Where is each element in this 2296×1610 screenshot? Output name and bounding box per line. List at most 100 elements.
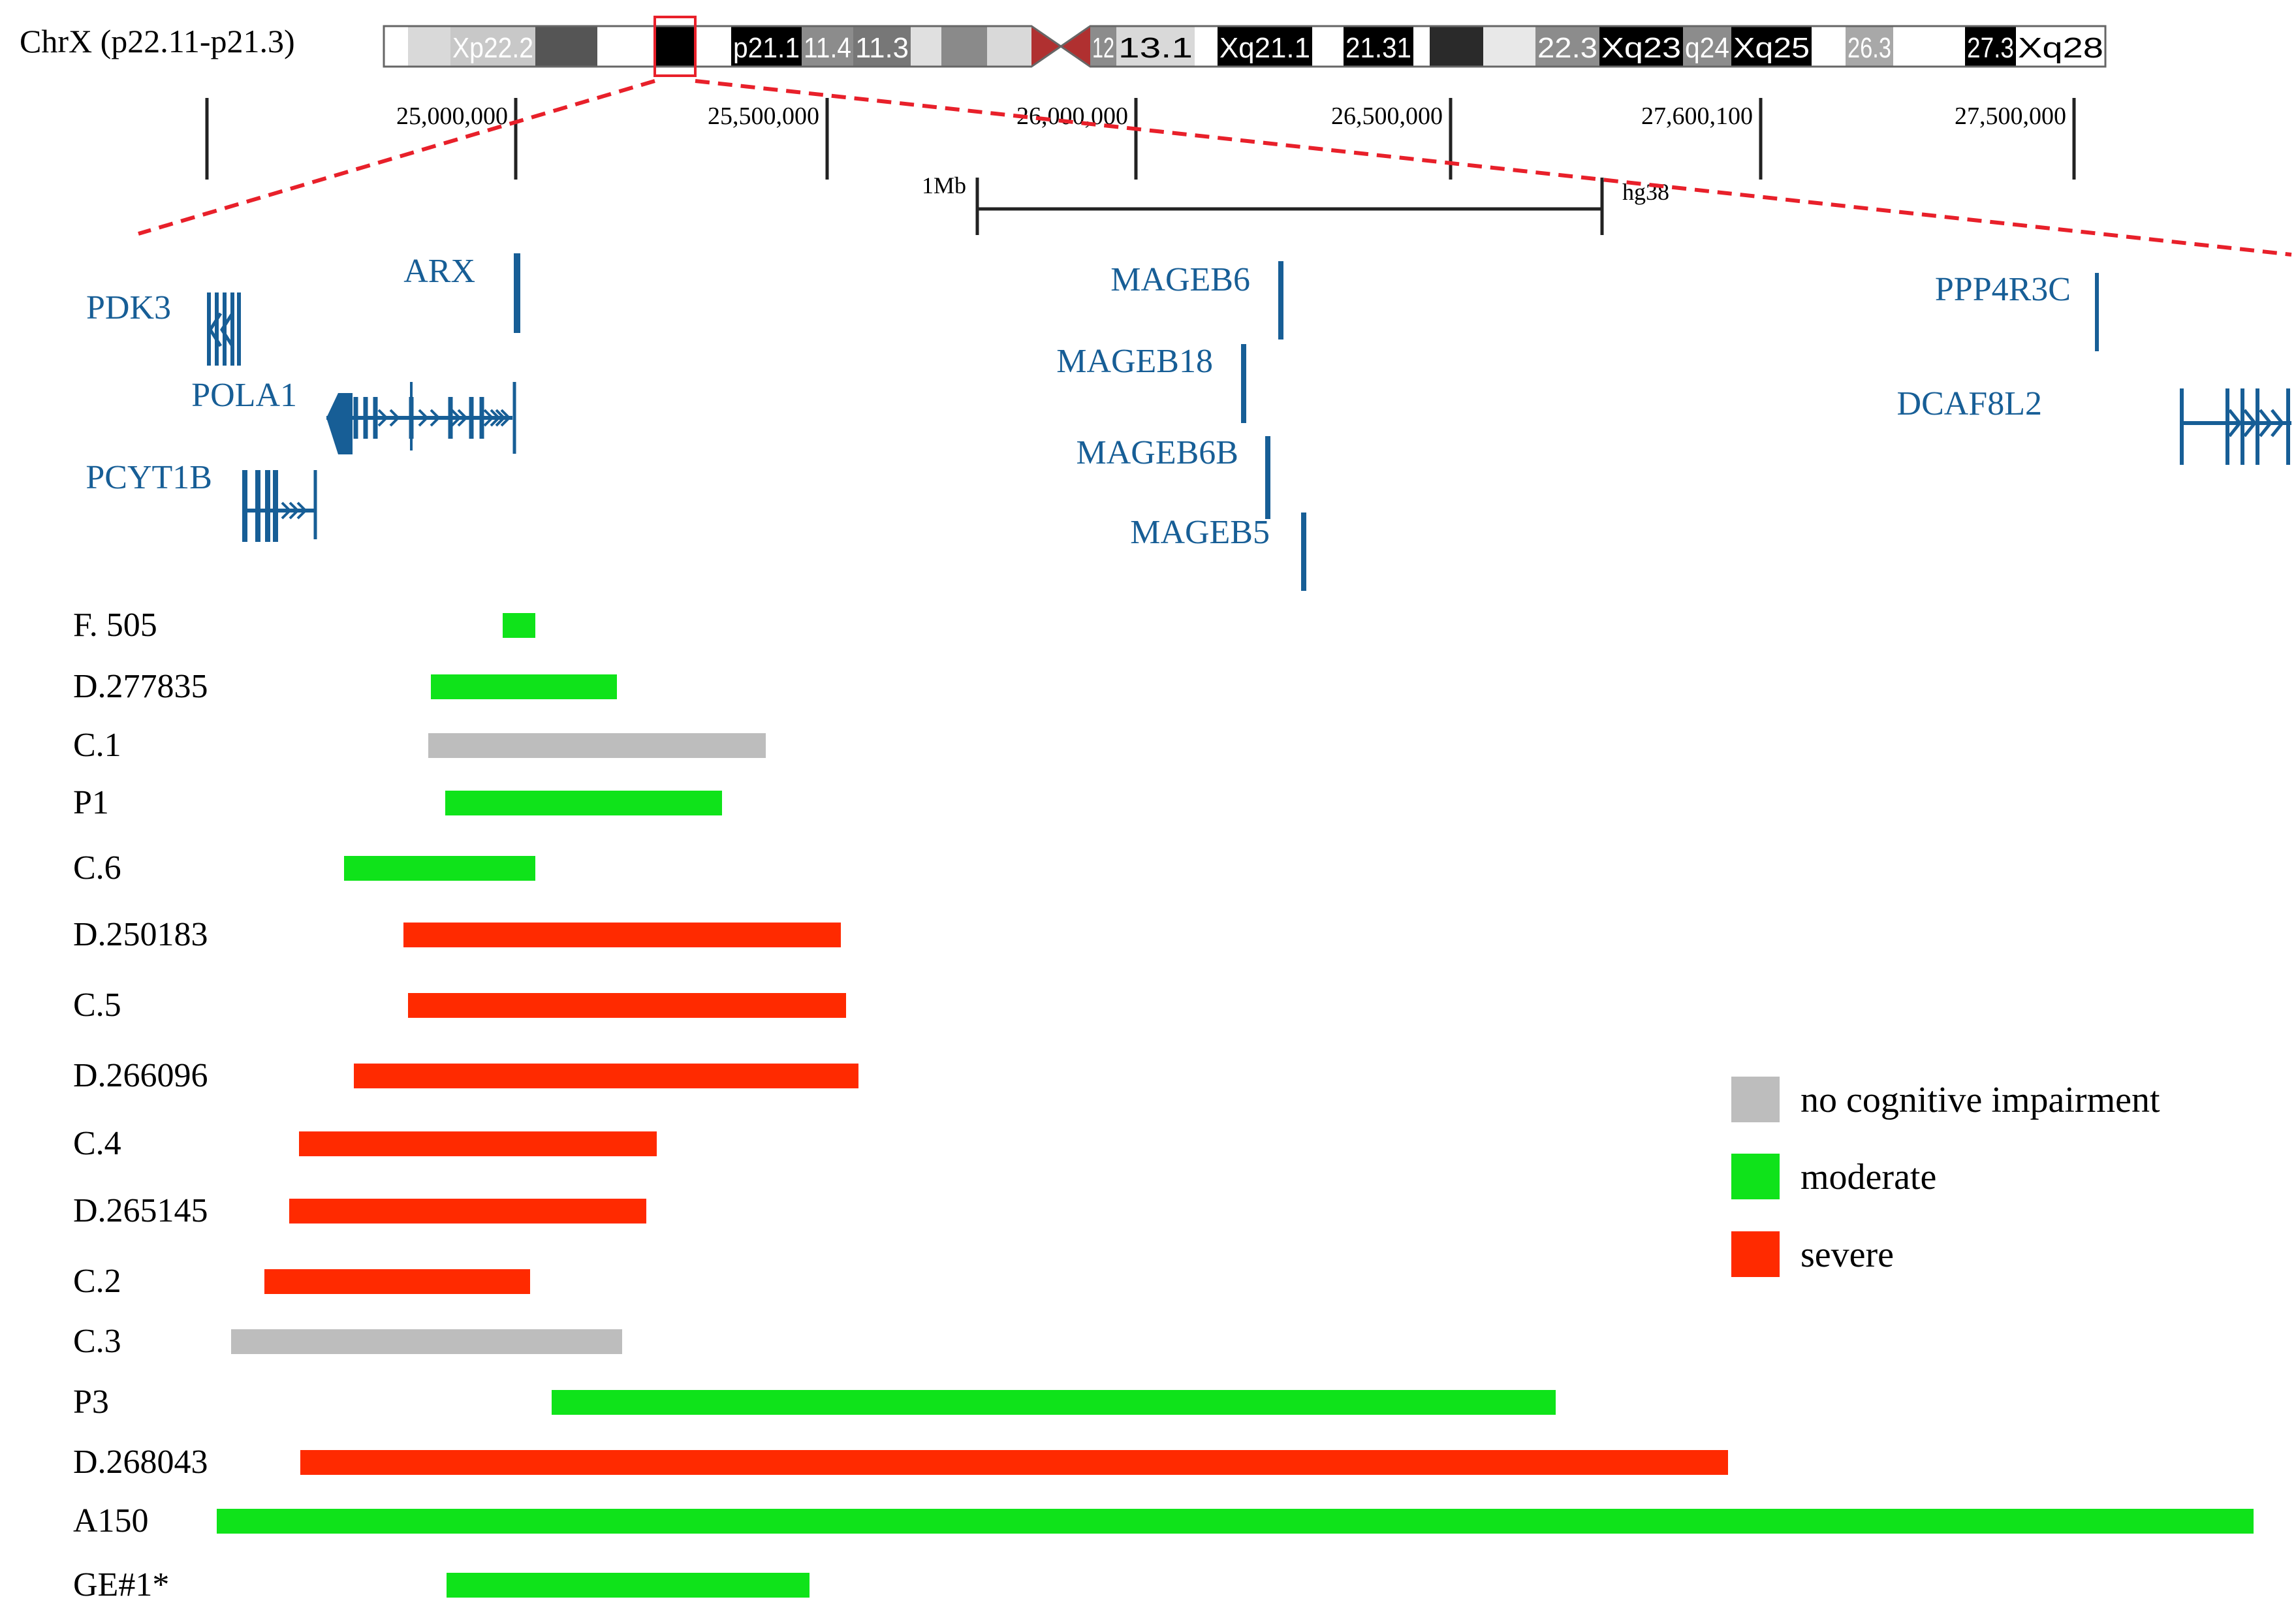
patient-label: F. 505: [73, 607, 157, 644]
deletion-bar: [344, 856, 535, 881]
chromosome-band: [941, 26, 987, 67]
chromosome-band: [450, 26, 535, 67]
strand-arrow: [296, 501, 307, 520]
chromosome-band: [1090, 26, 1116, 67]
centromere-p: [1031, 26, 1061, 67]
patient-label: C.4: [73, 1125, 121, 1162]
gene-mageb6b: MAGEB6B: [1077, 434, 1270, 519]
chromosome-band: [1535, 26, 1599, 67]
zoom-line-right: [695, 79, 2292, 257]
patient-row: D.277835: [73, 668, 617, 705]
gene-label: PPP4R3C: [1935, 271, 2071, 308]
patient-label: D.266096: [73, 1057, 208, 1094]
gene-pdk3: PDK3: [86, 289, 241, 366]
strand-arrow: [500, 409, 511, 427]
chromosome-band: [1312, 26, 1344, 67]
strand-arrow: [495, 409, 506, 427]
gene-mageb18: MAGEB18: [1056, 343, 1246, 423]
legend-item-none: no cognitive impairment: [1731, 1077, 2160, 1122]
gene-mageb5: MAGEB5: [1130, 513, 1306, 591]
patient-row: C.2: [73, 1263, 530, 1300]
band-label: Xq23: [1601, 32, 1681, 64]
legend: no cognitive impairment moderate severe: [1731, 1077, 2160, 1277]
band-label: 13.1: [1118, 32, 1193, 64]
band-label: 11.3: [855, 32, 909, 64]
chromosome-band: [853, 26, 911, 67]
centromere-q: [1061, 26, 1090, 67]
chromosome-label: ChrX (p22.11-p21.3): [20, 23, 295, 59]
patient-label: P3: [73, 1383, 109, 1421]
strand-arrow: [2259, 409, 2273, 437]
strand-arrow: [418, 409, 429, 427]
deletion-bar: [503, 613, 535, 638]
axis-tick-label: 25,000,000: [396, 103, 508, 130]
deletion-bar: [428, 733, 766, 758]
gene-label: MAGEB6B: [1077, 434, 1238, 471]
gene-label: ARX: [403, 253, 475, 290]
strand-arrow: [2243, 409, 2257, 437]
patient-label: GE#1*: [73, 1566, 169, 1603]
band-label: 11.4: [804, 32, 851, 64]
band-label: 22.3: [1537, 32, 1597, 64]
band-label: p21.1: [733, 32, 800, 64]
axis-tick-label: 25,500,000: [708, 103, 819, 130]
chromosome-outline: [383, 25, 2107, 68]
chromosome-band: [1218, 26, 1312, 67]
deletion-bar: [552, 1390, 1556, 1415]
patient-label: D.268043: [73, 1444, 208, 1481]
chromosome-band: [1344, 26, 1413, 67]
patient-row: P3: [73, 1383, 1556, 1421]
chromosome-band: [655, 26, 695, 67]
legend-swatch: [1731, 1077, 1780, 1122]
patient-deletions: F. 505 D.277835 C.1 P1 C.6 D.250183 C.5 D.26609…: [73, 607, 2254, 1603]
gene-label: PDK3: [86, 289, 171, 326]
chromosome-band: [1731, 26, 1812, 67]
gene-mageb6: MAGEB6: [1110, 261, 1283, 339]
patient-label: D.265145: [73, 1192, 208, 1229]
patient-label: C.6: [73, 849, 121, 887]
strand-arrow: [281, 501, 292, 520]
band-label: 26.3: [1848, 32, 1891, 64]
chromosome-band: [1599, 26, 1683, 67]
chromosome-band: [987, 26, 1031, 67]
patient-row: C.1: [73, 727, 766, 764]
legend-swatch: [1731, 1231, 1780, 1277]
legend-label: no cognitive impairment: [1801, 1080, 2160, 1120]
patient-row: D.268043: [73, 1444, 1728, 1481]
patient-label: C.1: [73, 727, 121, 764]
strand-arrow: [2228, 409, 2242, 437]
deletion-bar: [431, 674, 617, 699]
strand-arrow: [2271, 409, 2285, 437]
patient-label: C.3: [73, 1323, 121, 1360]
strand-arrow: [457, 409, 468, 427]
patient-row: C.3: [73, 1323, 622, 1360]
chromosome-band: [731, 26, 802, 67]
gene-label: PCYT1B: [86, 459, 212, 496]
patient-row: D.265145: [73, 1192, 646, 1229]
legend-label: moderate: [1801, 1157, 1936, 1197]
gene-pcyt1b: PCYT1B: [86, 459, 317, 542]
deletion-bar: [289, 1199, 646, 1223]
strand-arrow: [377, 409, 388, 427]
strand-arrow: [483, 409, 494, 427]
chromosome-band: [1812, 26, 1846, 67]
strand-arrow: [389, 409, 400, 427]
legend-swatch: [1731, 1154, 1780, 1199]
chromosome-band: [911, 26, 941, 67]
chromosome-band: [597, 26, 655, 67]
band-label: Xq28: [2018, 32, 2103, 64]
gene-label: DCAF8L2: [1897, 385, 2042, 422]
band-label: 27.3: [1967, 32, 2014, 64]
patient-row: C.6: [73, 849, 535, 887]
chromosome-band: [1893, 26, 1965, 67]
chromosome-band: [695, 26, 731, 67]
patient-row: C.5: [73, 987, 846, 1024]
strand-arrow: [490, 409, 501, 427]
deletion-bar: [408, 993, 846, 1018]
gene-label: MAGEB6: [1110, 261, 1250, 298]
deletion-bar: [299, 1131, 657, 1156]
gene-label: POLA1: [191, 377, 297, 414]
chromosome-band: [1413, 26, 1430, 67]
patient-row: F. 505: [73, 607, 535, 644]
chromosome-band: [1195, 26, 1218, 67]
